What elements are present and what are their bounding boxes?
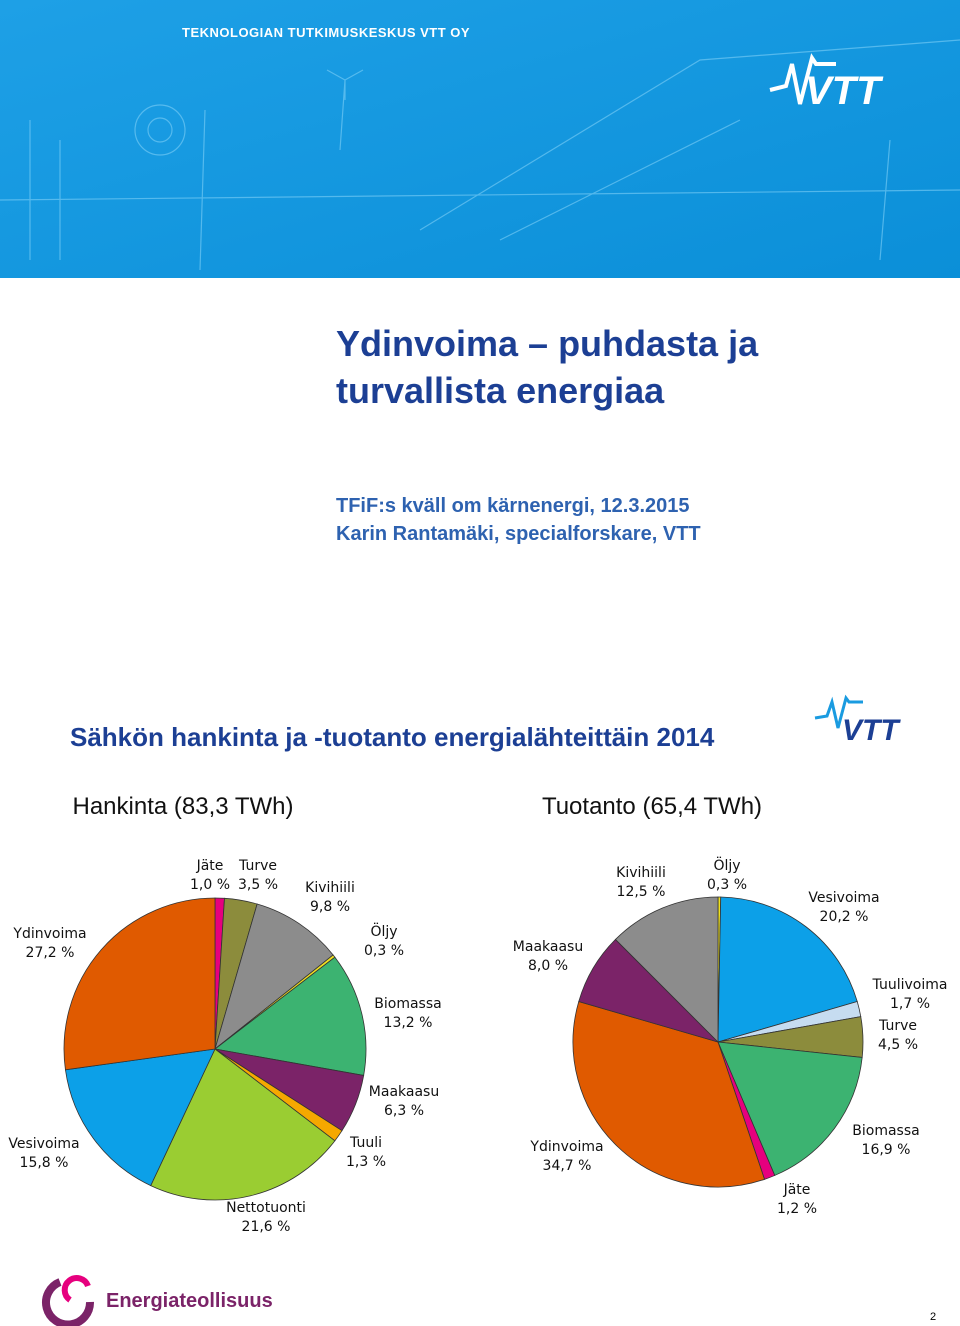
pie-slice xyxy=(150,1048,336,1201)
pie-slice xyxy=(214,903,334,1051)
chart-title: Hankinta (83,3 TWh) xyxy=(73,793,294,820)
header-logo: VTT xyxy=(805,69,884,113)
slice-label-name: Öljy xyxy=(370,922,397,940)
slice-label-name: Vesivoima xyxy=(808,890,879,906)
slice-label-name: Vesivoima xyxy=(8,1136,79,1152)
slice-label-name: Ydinvoima xyxy=(12,926,86,942)
slice-label-value: 6,3 % xyxy=(384,1103,424,1119)
slide-logo: VTT xyxy=(842,714,901,747)
slice-label-value: 1,0 % xyxy=(190,877,230,893)
chart-title: Tuotanto (65,4 TWh) xyxy=(542,793,762,820)
slice-label-name: Kivihiili xyxy=(616,865,666,881)
slice-label-value: 12,5 % xyxy=(617,884,666,900)
slice-label-name: Maakaasu xyxy=(369,1084,439,1100)
banner-illustration xyxy=(0,39,960,271)
slice-label-value: 4,5 % xyxy=(878,1037,918,1053)
slice-label-value: 13,2 % xyxy=(384,1015,433,1031)
pie-slice xyxy=(63,897,216,1071)
slice-label-value: 15,8 % xyxy=(20,1155,69,1171)
slice-label-value: 1,7 % xyxy=(890,996,930,1012)
footer-logo: Energiateollisuus xyxy=(106,1290,273,1312)
subtitle-line: Karin Rantamäki, specialforskare, VTT xyxy=(336,523,701,545)
title-line: turvallista energiaa xyxy=(336,370,665,411)
header-logo-wave xyxy=(769,53,836,105)
slice-label-name: Ydinvoima xyxy=(529,1139,603,1155)
slice-label-name: Biomassa xyxy=(852,1123,919,1139)
slice-label-value: 9,8 % xyxy=(310,899,350,915)
slice-label-value: 0,3 % xyxy=(707,877,747,893)
pie-slice xyxy=(64,1048,216,1187)
slice-label-name: Jäte xyxy=(783,1182,811,1198)
slice-label-value: 1,2 % xyxy=(777,1201,817,1217)
slide-logo-wave xyxy=(814,694,863,729)
slice-label-value: 16,9 % xyxy=(862,1142,911,1158)
slice-label-name: Maakaasu xyxy=(513,939,583,955)
slice-label-value: 0,3 % xyxy=(364,943,404,959)
slice-label-value: 27,2 % xyxy=(26,945,75,961)
slice-label-name: Kivihiili xyxy=(305,880,355,896)
footer-logo-mark xyxy=(42,1275,95,1326)
header-banner xyxy=(0,0,960,278)
slice-label-name: Tuulivoima xyxy=(872,977,948,993)
slice-label-name: Tuuli xyxy=(349,1135,382,1151)
pie-slice xyxy=(572,1001,766,1188)
slice-label-value: 34,7 % xyxy=(543,1158,592,1174)
slice-label-value: 21,6 % xyxy=(242,1219,291,1235)
slice-label-name: Nettotuonti xyxy=(226,1200,306,1216)
pie-slice xyxy=(614,896,719,1043)
slice-label-name: Turve xyxy=(238,858,277,874)
pie-slice xyxy=(717,1041,863,1176)
subtitle-line: TFiF:s kväll om kärnenergi, 12.3.2015 xyxy=(336,495,690,517)
slice-label-name: Turve xyxy=(878,1018,917,1034)
page-number: 2 xyxy=(930,1311,936,1323)
pie-slice xyxy=(717,896,858,1043)
slide-title: Sähkön hankinta ja -tuotanto energialäht… xyxy=(70,722,715,752)
slice-label-value: 1,3 % xyxy=(346,1154,386,1170)
slice-label-name: Biomassa xyxy=(374,996,441,1012)
header-organization: TEKNOLOGIAN TUTKIMUSKESKUS VTT OY xyxy=(182,25,470,40)
pie-slice xyxy=(214,956,367,1076)
title-line: Ydinvoima – puhdasta ja xyxy=(336,323,759,364)
slice-label-value: 3,5 % xyxy=(238,877,278,893)
slice-label-value: 20,2 % xyxy=(820,909,869,925)
slice-label-value: 8,0 % xyxy=(528,958,568,974)
slice-label-name: Öljy xyxy=(713,856,740,874)
slice-label-name: Jäte xyxy=(196,858,224,874)
